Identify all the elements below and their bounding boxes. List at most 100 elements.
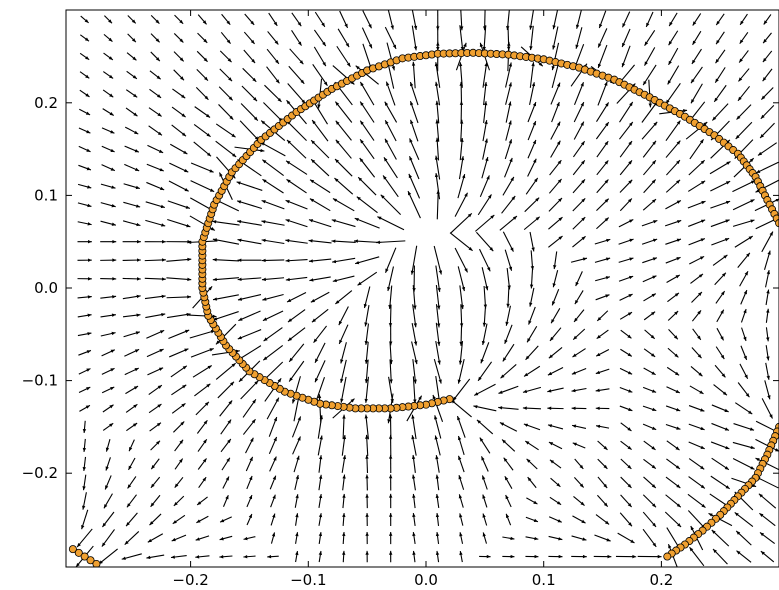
quiver-arrow [101,127,115,134]
quiver-arrow [125,512,138,527]
quiver-arrow [294,474,300,490]
quiver-arrow [335,139,352,159]
quiver-arrow [477,194,492,216]
quiver-arrow [525,554,539,559]
quiver-arrow [309,198,331,212]
quiver-arrow [102,108,115,116]
quiver-arrow [734,235,754,248]
quiver-arrow [365,531,369,545]
quiver-arrow [270,513,276,526]
quiver-arrow [758,493,777,509]
quiver-arrow [688,476,706,489]
quiver-arrow [173,421,185,433]
quiver-arrow [597,476,608,489]
quiver-arrow [482,62,488,88]
quiver-arrow [365,474,369,491]
quiver-arrow [596,102,610,123]
quiver-arrow [479,437,491,454]
quiver-arrow [668,47,679,66]
quiver-arrow [665,179,681,193]
quiver-arrow [435,322,441,346]
quiver-arrow [167,219,191,228]
quiver-arrow [594,257,611,263]
quiver-arrow [77,221,92,226]
quiver-arrow [412,512,416,527]
quiver-arrow [575,271,583,287]
quiver-arrow [123,331,141,338]
quiver-arrow [124,531,140,546]
quiver-arrow [412,265,416,292]
quiver-arrow [689,255,705,265]
quiver-arrow [642,511,657,528]
quiver-arrow [715,290,726,304]
quiver-arrow [314,342,326,363]
quiver-arrow [411,454,416,473]
quiver-arrow [342,493,346,509]
quiver-arrow [190,180,215,193]
quiver-arrow [101,349,116,357]
quiver-arrow [595,294,610,301]
y-tick-label: −0.2 [22,464,58,482]
quiver-arrow [79,71,90,79]
quiver-arrow [459,285,464,310]
quiver-arrow [82,420,87,434]
quiver-arrow [380,194,402,216]
quiver-arrow [261,258,285,263]
quiver-arrow [173,495,185,507]
quiver-arrow [145,201,166,209]
quiver-arrow [361,27,373,49]
y-tick-label: −0.1 [22,372,58,390]
quiver-arrow [548,197,563,212]
quiver-arrow [196,50,208,63]
quiver-arrow [642,494,657,508]
quiver-arrow [359,157,376,178]
quiver-arrow [643,458,657,470]
quiver-arrow [288,360,305,382]
quiver-arrow [80,34,90,42]
quiver-arrow [124,348,140,357]
quiver-arrow [643,367,656,376]
quiver-arrow [357,271,378,286]
quiver-arrow [126,422,138,432]
quiver-arrow [572,197,586,212]
quiver-arrow [529,287,535,307]
quiver-arrow [595,276,611,282]
quiver-arrow [642,528,657,548]
quiver-arrow [620,348,633,357]
quiver-arrow [551,288,560,306]
quiver-arrow [262,310,284,322]
quiver-arrow [764,380,771,400]
quiver-arrow [548,235,563,248]
quiver-arrow [262,178,284,194]
quiver-arrow [125,385,139,395]
quiver-arrow [688,159,705,176]
x-tick-label: 0.0 [414,571,438,589]
quiver-arrow [755,161,779,174]
quiver-arrow [170,143,188,155]
quiver-arrow [309,179,331,194]
quiver-arrow [388,376,394,403]
quiver-arrow [505,101,512,123]
quiver-arrow [411,435,417,456]
quiver-arrow [716,309,725,323]
quiver-arrow [529,231,535,252]
quiver-arrow [82,456,87,472]
quiver-arrow [101,164,116,172]
quiver-arrow [340,376,347,403]
quiver-arrow [498,385,519,394]
y-tick-label: 0.2 [34,94,58,112]
quiver-arrow [173,51,185,62]
quiver-arrow [287,327,306,342]
quiver-arrow [167,200,191,209]
quiver-arrow [741,327,747,342]
quiver-arrow [664,219,682,227]
quiver-arrow [714,272,727,286]
quiver-arrow [412,493,416,509]
quiver-arrow [125,107,138,117]
quiver-arrow [149,88,162,99]
quiver-arrow [619,140,633,158]
quiver-arrow [597,494,609,508]
quiver-arrow [450,213,473,234]
quiver-arrow [266,66,280,84]
quiver-arrow [434,155,441,180]
